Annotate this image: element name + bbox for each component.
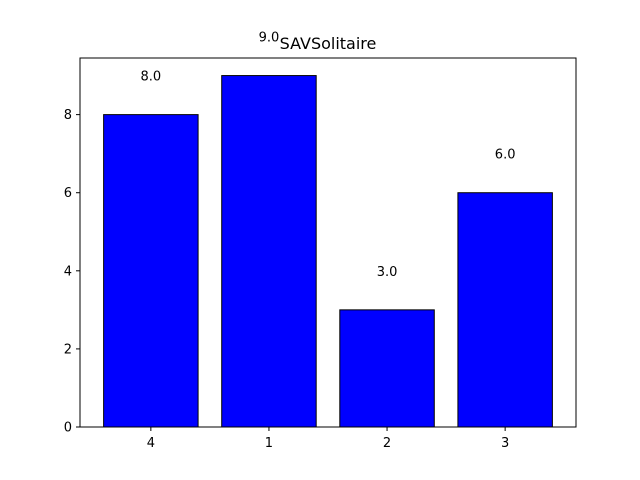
bars-layer <box>103 75 553 428</box>
value-labels-layer: 8.0 9.0 3.0 6.0 <box>141 31 516 280</box>
x-tick-label: 4 <box>147 436 155 451</box>
bar-1 <box>221 75 317 428</box>
value-label-3: 6.0 <box>495 148 516 163</box>
value-label-4: 8.0 <box>141 70 162 85</box>
y-axis: 0 2 4 6 8 <box>64 108 80 436</box>
bar-3 <box>457 192 553 428</box>
y-tick-label: 4 <box>64 264 72 279</box>
y-tick-label: 8 <box>64 108 72 123</box>
bar-4 <box>103 114 199 428</box>
x-tick-label: 1 <box>265 436 273 451</box>
value-label-1: 9.0 <box>259 31 280 46</box>
x-tick-label: 2 <box>383 436 391 451</box>
chart-title: SAVSolitaire <box>280 34 377 53</box>
value-label-2: 3.0 <box>377 265 398 280</box>
y-tick-label: 2 <box>64 342 72 357</box>
y-tick-label: 6 <box>64 186 72 201</box>
y-tick-label: 0 <box>64 421 72 436</box>
x-axis: 4 1 2 3 <box>147 427 509 451</box>
x-tick-label: 3 <box>501 436 509 451</box>
plot-frame <box>79 57 577 428</box>
bar-2 <box>339 309 435 428</box>
